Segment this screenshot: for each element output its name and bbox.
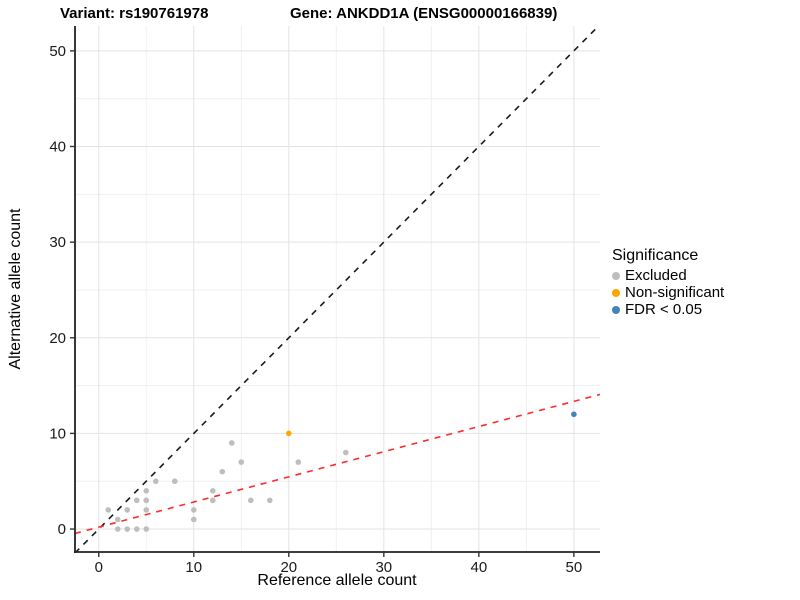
y-tick-label: 30 [49, 234, 66, 251]
x-tick-label: 0 [95, 559, 103, 576]
data-point-excluded [124, 526, 131, 532]
data-point-excluded [124, 507, 131, 513]
x-tick-label: 50 [566, 559, 583, 576]
variant-title: Variant: rs190761978 [60, 5, 209, 22]
data-point-excluded [133, 497, 140, 504]
data-point-excluded [238, 459, 245, 465]
gene-title: Gene: ANKDD1A (ENSG00000166839) [290, 5, 558, 22]
data-point-excluded [114, 526, 121, 532]
excluded-swatch-icon [612, 271, 620, 280]
data-point-fdr-0-05 [571, 411, 577, 418]
legend-item-excluded: Excluded [612, 267, 724, 284]
x-tick-label: 30 [375, 559, 392, 576]
identity-line [75, 26, 600, 552]
data-point-excluded [295, 459, 302, 465]
legend-item-label: Excluded [625, 267, 687, 284]
data-point-excluded [105, 507, 112, 513]
data-point-excluded [114, 516, 121, 523]
legend: Significance Excluded Non-significant FD… [612, 247, 724, 318]
legend-item-label: Non-significant [625, 284, 725, 301]
data-point-excluded [133, 526, 140, 532]
data-point-non-significant [286, 430, 292, 437]
data-point-excluded [190, 507, 197, 513]
data-point-excluded [143, 526, 150, 532]
data-point-excluded [143, 497, 150, 504]
y-tick-label: 40 [49, 139, 66, 156]
data-point-excluded [209, 497, 216, 504]
data-point-excluded [209, 487, 216, 494]
data-point-excluded [171, 478, 178, 485]
x-tick-label: 10 [185, 559, 202, 576]
x-tick-label: 40 [471, 559, 488, 576]
data-point-excluded [247, 497, 254, 504]
x-axis-title: Reference allele count [257, 572, 417, 589]
data-point-excluded [266, 497, 273, 504]
legend-title: Significance [612, 247, 699, 264]
data-point-excluded [152, 478, 159, 485]
fit-line [75, 393, 600, 535]
data-point-excluded [143, 487, 150, 494]
data-point-excluded [343, 449, 349, 456]
data-point-excluded [228, 440, 235, 446]
fdr-swatch-icon [612, 305, 620, 314]
data-point-excluded [219, 468, 226, 475]
y-tick-label: 0 [58, 521, 66, 538]
data-point-excluded [143, 507, 150, 513]
y-tick-label: 20 [49, 330, 66, 347]
y-tick-label: 50 [49, 43, 66, 60]
y-tick-label: 10 [49, 425, 66, 442]
y-axis-title: Alternative allele count [7, 208, 24, 370]
data-point-excluded [190, 516, 197, 523]
legend-item-non-significant: Non-significant [612, 284, 724, 301]
x-tick-label: 20 [280, 559, 297, 576]
legend-item-fdr: FDR < 0.05 [612, 301, 724, 318]
legend-item-label: FDR < 0.05 [625, 301, 703, 318]
non-significant-swatch-icon [612, 288, 620, 297]
